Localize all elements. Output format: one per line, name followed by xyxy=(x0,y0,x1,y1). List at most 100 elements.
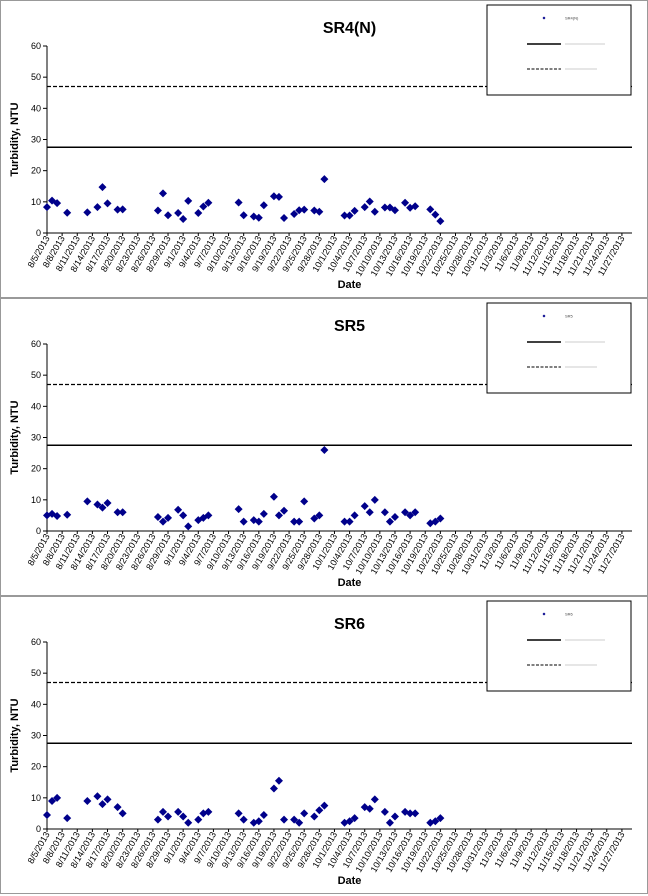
legend-marker xyxy=(542,612,546,616)
data-point xyxy=(345,817,354,826)
data-point xyxy=(370,795,379,804)
data-point xyxy=(83,208,92,217)
data-point xyxy=(290,209,299,218)
data-point xyxy=(274,511,283,520)
data-point xyxy=(204,511,213,520)
data-point xyxy=(174,505,183,514)
data-point xyxy=(300,497,309,506)
x-axis-label: Date xyxy=(338,875,362,887)
y-tick-label: 30 xyxy=(31,731,41,741)
data-point xyxy=(113,205,122,214)
data-point xyxy=(431,517,440,526)
data-point xyxy=(153,512,162,521)
data-point xyxy=(239,517,248,526)
data-point xyxy=(350,511,359,520)
data-point xyxy=(401,508,410,517)
data-point xyxy=(63,510,72,519)
data-point xyxy=(158,807,167,816)
legend-series-label: SR6 xyxy=(565,612,574,617)
y-tick-label: 40 xyxy=(31,103,41,113)
data-point xyxy=(436,814,445,823)
data-point xyxy=(103,199,112,208)
data-point xyxy=(436,514,445,523)
x-axis-label: Date xyxy=(338,279,362,291)
y-tick-label: 30 xyxy=(31,135,41,145)
data-point xyxy=(370,495,379,504)
data-point xyxy=(199,202,208,211)
data-point xyxy=(234,809,243,818)
data-point xyxy=(360,803,369,812)
y-tick-label: 0 xyxy=(36,526,41,536)
data-point xyxy=(164,211,173,220)
y-tick-label: 40 xyxy=(31,699,41,709)
y-tick-label: 60 xyxy=(31,41,41,51)
data-point xyxy=(320,801,329,810)
data-point xyxy=(340,211,349,220)
data-point xyxy=(259,509,268,518)
data-point xyxy=(153,815,162,824)
data-point xyxy=(118,205,127,214)
y-tick-label: 30 xyxy=(31,433,41,443)
data-point xyxy=(431,817,440,826)
y-axis-label: Turbidity, NTU xyxy=(9,698,21,772)
data-point xyxy=(426,205,435,214)
data-point xyxy=(360,502,369,511)
data-point xyxy=(204,807,213,816)
data-point xyxy=(385,818,394,827)
data-point xyxy=(365,197,374,206)
y-tick-label: 0 xyxy=(36,824,41,834)
data-point xyxy=(254,817,263,826)
data-point xyxy=(290,517,299,526)
legend: SR5 xyxy=(486,302,632,394)
data-point xyxy=(184,818,193,827)
y-tick-label: 0 xyxy=(36,228,41,238)
y-tick-label: 60 xyxy=(31,339,41,349)
data-point xyxy=(179,214,188,223)
data-point xyxy=(53,512,62,521)
data-point xyxy=(93,500,102,509)
data-point xyxy=(401,198,410,207)
legend: SR4(N) xyxy=(486,4,632,96)
data-point xyxy=(280,506,289,515)
chart-title: SR6 xyxy=(334,616,365,633)
data-point xyxy=(63,814,72,823)
data-point xyxy=(274,776,283,785)
y-tick-label: 50 xyxy=(31,370,41,380)
data-point xyxy=(83,796,92,805)
data-point xyxy=(406,809,415,818)
data-point xyxy=(350,814,359,823)
data-point xyxy=(380,508,389,517)
data-point xyxy=(93,792,102,801)
data-point xyxy=(295,517,304,526)
y-tick-label: 60 xyxy=(31,637,41,647)
data-point xyxy=(174,209,183,218)
legend-marker xyxy=(542,314,546,318)
chart-title: SR5 xyxy=(334,318,365,335)
data-point xyxy=(234,198,243,207)
y-tick-label: 20 xyxy=(31,464,41,474)
data-point xyxy=(385,517,394,526)
data-point xyxy=(184,522,193,531)
y-tick-label: 40 xyxy=(31,401,41,411)
y-tick-label: 10 xyxy=(31,495,41,505)
y-tick-label: 20 xyxy=(31,762,41,772)
data-point xyxy=(164,812,173,821)
data-point xyxy=(204,198,213,207)
legend: SR6 xyxy=(486,600,632,692)
data-point xyxy=(118,809,127,818)
data-point xyxy=(310,514,319,523)
y-tick-label: 50 xyxy=(31,668,41,678)
data-point xyxy=(365,804,374,813)
y-tick-label: 10 xyxy=(31,197,41,207)
data-point xyxy=(53,199,62,208)
data-point xyxy=(43,203,51,212)
legend-marker xyxy=(542,16,546,20)
data-point xyxy=(295,818,304,827)
data-point xyxy=(269,492,278,501)
data-point xyxy=(194,209,203,218)
data-point xyxy=(269,192,278,201)
data-point xyxy=(365,508,374,517)
data-point xyxy=(153,206,162,215)
data-point xyxy=(48,796,57,805)
